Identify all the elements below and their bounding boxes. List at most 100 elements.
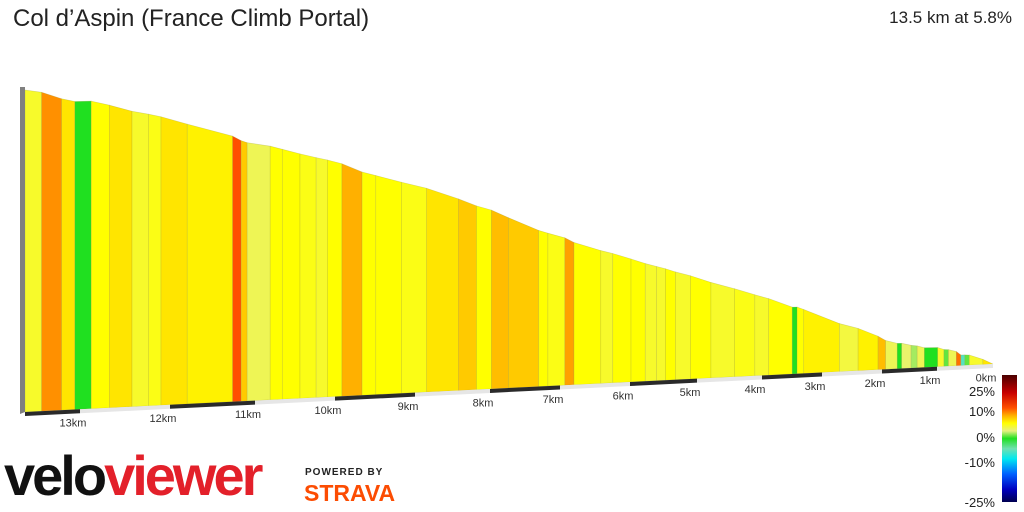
axis-km-band bbox=[762, 372, 822, 380]
gradient-segment bbox=[924, 347, 939, 368]
axis-km-band bbox=[697, 375, 762, 383]
gradient-legend: 25% 10% 0% -10% -25% bbox=[965, 375, 1017, 510]
x-tick-label: 2km bbox=[865, 378, 886, 390]
gradient-segment bbox=[768, 298, 793, 376]
gradient-segment bbox=[281, 148, 301, 400]
legend-color-bar bbox=[1002, 375, 1017, 502]
x-tick-label: 10km bbox=[315, 405, 342, 417]
gradient-segment bbox=[538, 230, 549, 387]
x-axis: 13km 12km 11km 10km 9km 8km 7km 6km 5km 4km 3km 2km… bbox=[25, 364, 996, 430]
climb-summary: 13.5 km at 5.8% bbox=[889, 8, 1012, 27]
gradient-segment bbox=[948, 349, 957, 367]
legend-label: -25% bbox=[965, 495, 996, 510]
axis-km-band bbox=[822, 369, 882, 377]
x-tick-label: 4km bbox=[745, 384, 766, 396]
gradient-segment bbox=[964, 354, 970, 366]
veloviewer-logo[interactable]: veloviewer bbox=[4, 448, 263, 504]
gradient-segment bbox=[361, 171, 377, 396]
gradient-segment bbox=[885, 340, 898, 370]
gradient-segment bbox=[612, 253, 632, 384]
axis-km-band bbox=[560, 382, 630, 390]
gradient-segment bbox=[969, 354, 984, 366]
x-tick-label: 9km bbox=[398, 401, 419, 413]
gradient-segment bbox=[240, 140, 248, 402]
gradient-segment bbox=[315, 157, 328, 398]
gradient-segment bbox=[564, 237, 575, 386]
legend-label: 0% bbox=[976, 430, 995, 445]
x-tick-label: 0km bbox=[976, 372, 997, 384]
gradient-segment bbox=[246, 142, 271, 402]
gradient-segment bbox=[690, 275, 712, 380]
gradient-segment bbox=[916, 345, 925, 369]
legend-label: 10% bbox=[969, 404, 995, 419]
axis-km-band bbox=[490, 385, 560, 393]
gradient-segment bbox=[937, 347, 945, 368]
gradient-segment bbox=[341, 163, 363, 397]
gradient-segment bbox=[630, 258, 646, 383]
gradient-segment bbox=[796, 306, 805, 375]
profile-edge bbox=[20, 87, 25, 414]
gradient-segment bbox=[508, 217, 540, 389]
gradient-segment bbox=[803, 309, 840, 374]
axis-km-band bbox=[415, 388, 490, 397]
gradient-segment bbox=[41, 91, 62, 412]
axis-km-band bbox=[630, 378, 697, 386]
axis-km-band bbox=[170, 400, 255, 409]
powered-by-label: POWERED BY bbox=[305, 467, 384, 478]
gradient-segment bbox=[656, 266, 666, 381]
gradient-segment bbox=[910, 344, 918, 369]
gradient-segment bbox=[232, 135, 242, 403]
gradient-segment bbox=[160, 116, 188, 406]
gradient-segment bbox=[476, 205, 492, 390]
axis-km-band bbox=[882, 366, 937, 374]
gradient-segment bbox=[547, 232, 566, 387]
x-tick-label: 1km bbox=[920, 375, 941, 387]
gradient-segment bbox=[644, 263, 658, 382]
gradient-segment bbox=[857, 327, 879, 372]
x-tick-label: 6km bbox=[613, 390, 634, 402]
legend-label: 25% bbox=[969, 384, 995, 399]
axis-km-band bbox=[25, 409, 80, 416]
gradient-segment bbox=[600, 250, 614, 384]
gradient-segment bbox=[186, 123, 233, 405]
x-tick-label: 8km bbox=[473, 397, 494, 409]
profile-stripes bbox=[20, 87, 994, 414]
axis-km-band bbox=[80, 404, 170, 414]
x-tick-label: 12km bbox=[150, 413, 177, 425]
x-tick-label: 5km bbox=[680, 387, 701, 399]
page-title: Col d’Aspin (France Climb Portal) bbox=[13, 5, 370, 32]
gradient-segment bbox=[877, 335, 886, 371]
x-tick-label: 7km bbox=[543, 394, 564, 406]
gradient-segment bbox=[982, 358, 994, 365]
axis-km-band bbox=[335, 392, 415, 401]
gradient-segment bbox=[754, 294, 769, 377]
gradient-segment bbox=[675, 271, 691, 381]
gradient-segment bbox=[327, 159, 343, 398]
gradient-segment bbox=[734, 288, 756, 378]
gradient-segment bbox=[299, 153, 317, 399]
gradient-segment bbox=[458, 198, 477, 391]
gradient-segment bbox=[401, 181, 427, 394]
axis-km-band bbox=[937, 364, 993, 371]
gradient-segment bbox=[791, 306, 798, 375]
gradient-segment bbox=[61, 98, 76, 411]
gradient-segment bbox=[426, 187, 459, 393]
gradient-segment bbox=[148, 113, 162, 407]
gradient-segment bbox=[90, 100, 110, 410]
gradient-segment bbox=[24, 89, 42, 413]
gradient-segment bbox=[573, 242, 602, 386]
gradient-segment bbox=[839, 323, 859, 372]
legend-label: -10% bbox=[965, 455, 996, 470]
axis-km-band bbox=[255, 396, 335, 405]
gradient-segment bbox=[491, 209, 509, 390]
gradient-segment bbox=[896, 342, 902, 370]
x-tick-label: 13km bbox=[60, 418, 87, 430]
gradient-segment bbox=[665, 268, 676, 381]
strava-logo[interactable]: STRAVA bbox=[304, 480, 396, 506]
gradient-segment bbox=[943, 349, 949, 367]
gradient-segment bbox=[375, 175, 402, 395]
gradient-segment bbox=[131, 110, 149, 408]
gradient-segment bbox=[901, 342, 912, 369]
gradient-segment bbox=[74, 100, 92, 410]
